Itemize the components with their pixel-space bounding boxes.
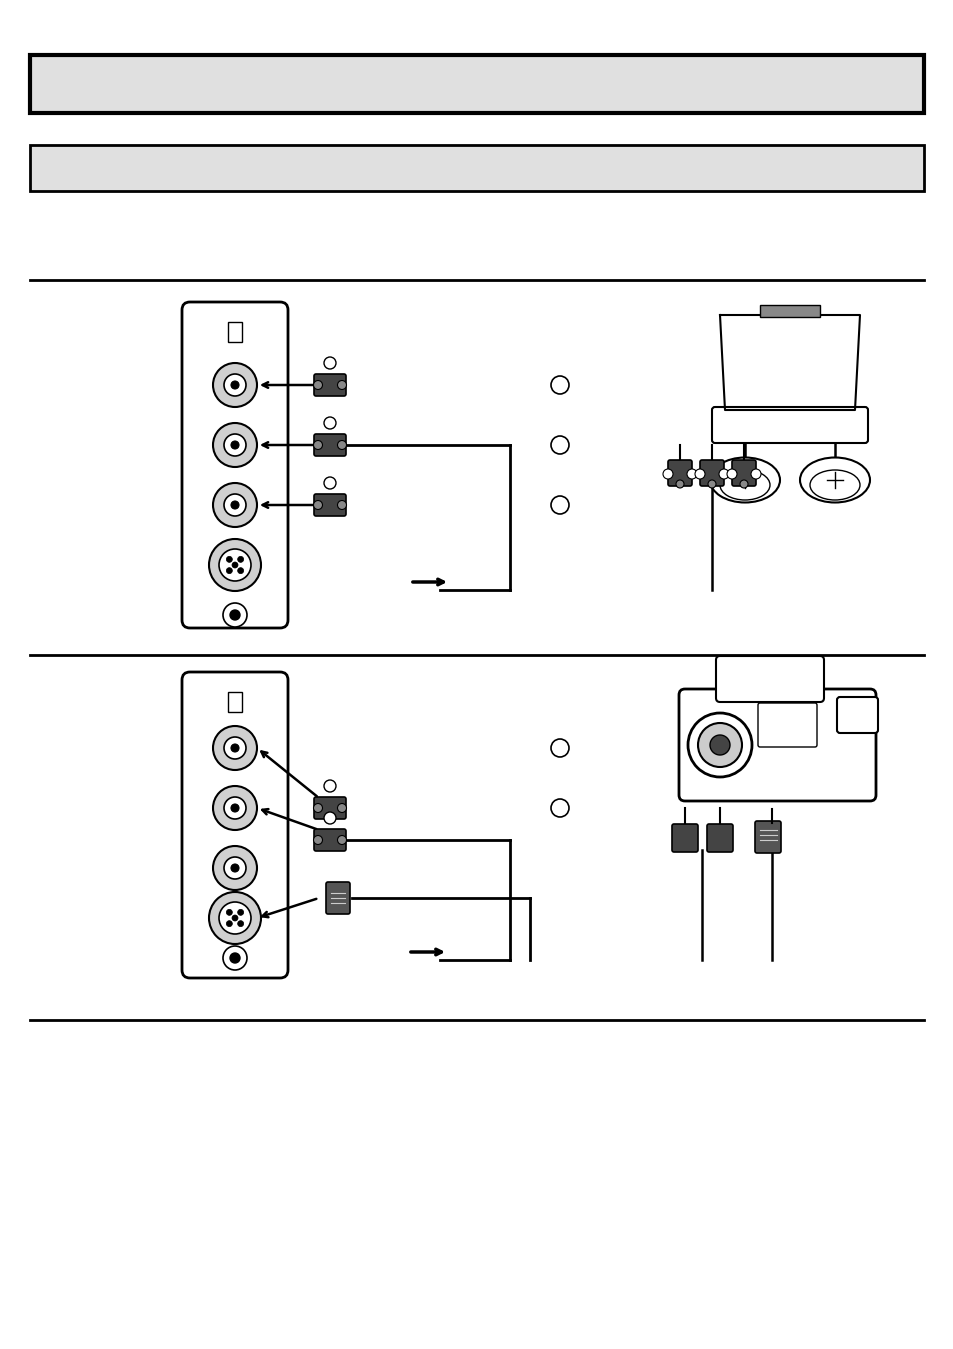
- Circle shape: [226, 920, 233, 927]
- Circle shape: [698, 723, 741, 768]
- Circle shape: [231, 380, 239, 389]
- FancyBboxPatch shape: [731, 460, 755, 486]
- Circle shape: [337, 441, 346, 449]
- Circle shape: [237, 909, 243, 916]
- FancyBboxPatch shape: [314, 434, 346, 456]
- Circle shape: [213, 483, 256, 527]
- Ellipse shape: [720, 469, 769, 500]
- Circle shape: [213, 846, 256, 890]
- Polygon shape: [720, 316, 859, 410]
- FancyBboxPatch shape: [314, 797, 346, 819]
- Circle shape: [337, 804, 346, 812]
- Circle shape: [224, 494, 246, 517]
- Circle shape: [224, 797, 246, 819]
- Circle shape: [226, 568, 233, 573]
- Circle shape: [231, 441, 239, 449]
- FancyBboxPatch shape: [182, 302, 288, 629]
- Circle shape: [676, 480, 683, 488]
- Circle shape: [695, 469, 704, 479]
- FancyBboxPatch shape: [314, 494, 346, 517]
- Circle shape: [687, 714, 751, 777]
- Circle shape: [226, 556, 233, 563]
- Circle shape: [324, 357, 335, 370]
- FancyBboxPatch shape: [700, 460, 723, 486]
- FancyBboxPatch shape: [758, 703, 816, 747]
- Circle shape: [231, 863, 239, 871]
- FancyBboxPatch shape: [30, 55, 923, 113]
- FancyBboxPatch shape: [679, 689, 875, 801]
- Circle shape: [230, 952, 240, 963]
- Circle shape: [223, 603, 247, 627]
- Circle shape: [231, 804, 239, 812]
- Circle shape: [213, 424, 256, 467]
- Circle shape: [231, 745, 239, 751]
- Circle shape: [314, 380, 322, 390]
- Circle shape: [707, 480, 716, 488]
- Circle shape: [662, 469, 672, 479]
- Circle shape: [324, 478, 335, 488]
- Circle shape: [213, 786, 256, 830]
- FancyBboxPatch shape: [671, 824, 698, 853]
- Circle shape: [237, 920, 243, 927]
- Circle shape: [324, 812, 335, 824]
- Circle shape: [230, 610, 240, 621]
- Circle shape: [314, 500, 322, 510]
- Circle shape: [709, 735, 729, 755]
- Circle shape: [750, 469, 760, 479]
- Circle shape: [224, 737, 246, 759]
- FancyBboxPatch shape: [30, 144, 923, 192]
- Circle shape: [232, 915, 237, 921]
- Circle shape: [219, 549, 251, 581]
- Circle shape: [740, 480, 747, 488]
- Circle shape: [237, 568, 243, 573]
- FancyBboxPatch shape: [711, 407, 867, 442]
- Circle shape: [223, 946, 247, 970]
- Bar: [228, 322, 242, 343]
- FancyBboxPatch shape: [836, 697, 877, 733]
- FancyBboxPatch shape: [716, 656, 823, 701]
- Circle shape: [219, 902, 251, 934]
- Circle shape: [314, 441, 322, 449]
- Ellipse shape: [809, 469, 859, 500]
- Circle shape: [551, 436, 568, 455]
- Bar: [228, 692, 242, 712]
- Circle shape: [213, 363, 256, 407]
- Circle shape: [686, 469, 697, 479]
- FancyBboxPatch shape: [706, 824, 732, 853]
- Circle shape: [226, 909, 233, 916]
- Circle shape: [551, 739, 568, 757]
- Circle shape: [224, 434, 246, 456]
- Circle shape: [337, 500, 346, 510]
- Circle shape: [237, 556, 243, 563]
- Circle shape: [314, 804, 322, 812]
- Circle shape: [324, 780, 335, 792]
- Circle shape: [726, 469, 737, 479]
- Circle shape: [551, 496, 568, 514]
- Circle shape: [231, 500, 239, 509]
- Circle shape: [224, 374, 246, 397]
- Circle shape: [209, 892, 261, 944]
- FancyBboxPatch shape: [182, 672, 288, 978]
- Circle shape: [337, 380, 346, 390]
- Circle shape: [551, 376, 568, 394]
- FancyBboxPatch shape: [326, 882, 350, 915]
- Circle shape: [314, 835, 322, 844]
- Circle shape: [213, 726, 256, 770]
- Bar: [760, 305, 820, 317]
- FancyBboxPatch shape: [754, 822, 781, 853]
- Circle shape: [209, 540, 261, 591]
- FancyBboxPatch shape: [314, 830, 346, 851]
- FancyBboxPatch shape: [314, 374, 346, 397]
- Circle shape: [719, 469, 728, 479]
- Ellipse shape: [800, 457, 869, 502]
- Ellipse shape: [709, 457, 780, 502]
- Circle shape: [224, 857, 246, 880]
- Circle shape: [551, 799, 568, 817]
- FancyBboxPatch shape: [667, 460, 691, 486]
- Circle shape: [232, 563, 237, 568]
- Circle shape: [337, 835, 346, 844]
- Circle shape: [324, 417, 335, 429]
